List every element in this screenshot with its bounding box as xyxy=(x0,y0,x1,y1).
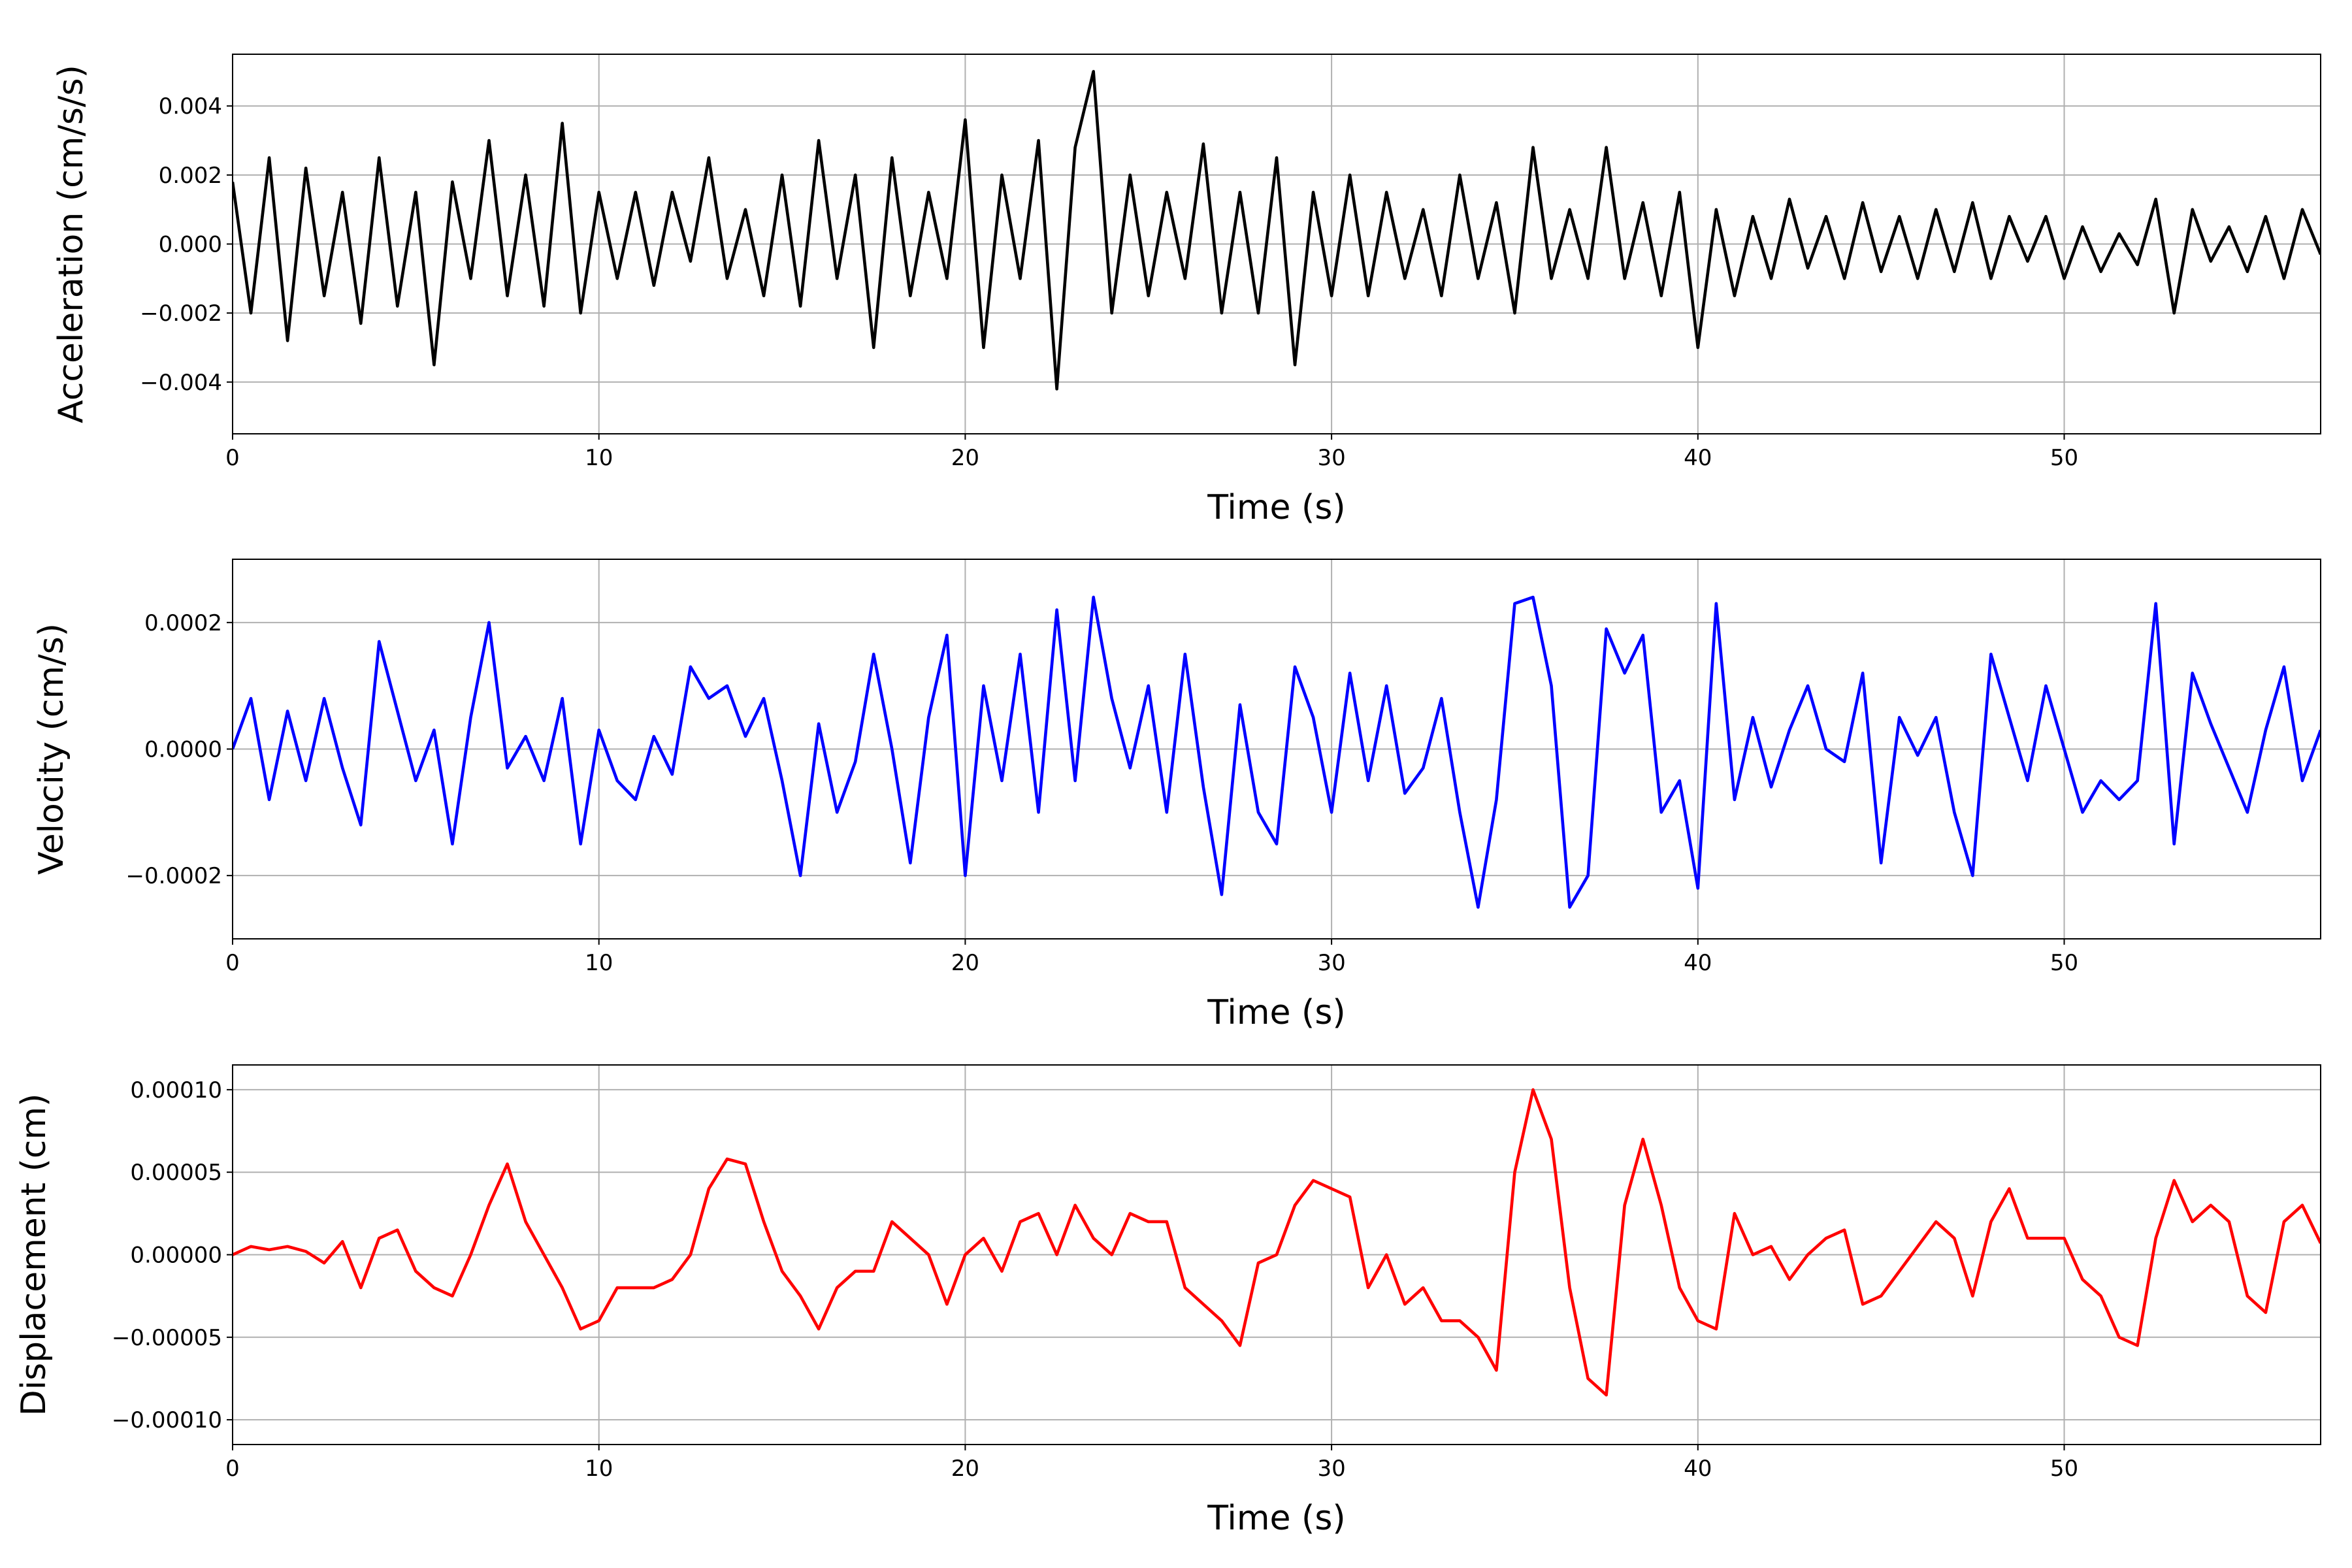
data-line xyxy=(233,70,2321,391)
plot-frame xyxy=(232,54,2321,434)
plot-frame xyxy=(232,1064,2321,1445)
x-tick-label: 0 xyxy=(225,445,240,471)
y-tick-label: 0.0000 xyxy=(144,737,222,763)
y-tick-label: 0.00000 xyxy=(130,1243,222,1269)
y-tick-label: −0.0002 xyxy=(126,863,222,889)
plot-frame xyxy=(232,559,2321,939)
x-tick-label: 0 xyxy=(225,1456,240,1482)
x-tick-label: 20 xyxy=(951,445,979,471)
x-tick-label: 20 xyxy=(951,950,979,976)
x-tick-label: 40 xyxy=(1684,445,1712,471)
x-tick-label: 10 xyxy=(585,1456,613,1482)
x-tick-label: 50 xyxy=(2050,950,2078,976)
x-tick-label: 0 xyxy=(225,950,240,976)
x-tick-label: 10 xyxy=(585,445,613,471)
y-tick-label: 0.00005 xyxy=(130,1160,222,1186)
x-axis-label: Time (s) xyxy=(1207,1499,1345,1538)
y-tick-label: 0.004 xyxy=(159,93,222,120)
data-line xyxy=(233,595,2321,909)
y-axis-label: Acceleration (cm/s/s) xyxy=(52,65,91,423)
x-tick-label: 30 xyxy=(1317,445,1345,471)
x-tick-label: 50 xyxy=(2050,1456,2078,1482)
y-tick-label: 0.002 xyxy=(159,163,222,189)
y-tick-label: −0.00005 xyxy=(112,1325,222,1351)
x-axis-label: Time (s) xyxy=(1207,993,1345,1032)
y-tick-label: 0.00010 xyxy=(130,1077,222,1103)
x-tick-label: 40 xyxy=(1684,1456,1712,1482)
x-tick-label: 20 xyxy=(951,1456,979,1482)
y-axis-label: Velocity (cm/s) xyxy=(32,623,71,875)
x-tick-label: 40 xyxy=(1684,950,1712,976)
x-axis-label: Time (s) xyxy=(1207,488,1345,527)
y-tick-label: 0.0002 xyxy=(144,610,222,636)
data-line xyxy=(233,1088,2321,1397)
y-tick-label: −0.004 xyxy=(140,370,222,396)
y-axis-label: Displacement (cm) xyxy=(14,1094,54,1416)
y-tick-label: 0.000 xyxy=(159,232,222,258)
y-tick-label: −0.002 xyxy=(140,301,222,327)
x-tick-label: 50 xyxy=(2050,445,2078,471)
y-tick-label: −0.00010 xyxy=(112,1407,222,1433)
x-tick-label: 30 xyxy=(1317,950,1345,976)
x-tick-label: 30 xyxy=(1317,1456,1345,1482)
x-tick-label: 10 xyxy=(585,950,613,976)
